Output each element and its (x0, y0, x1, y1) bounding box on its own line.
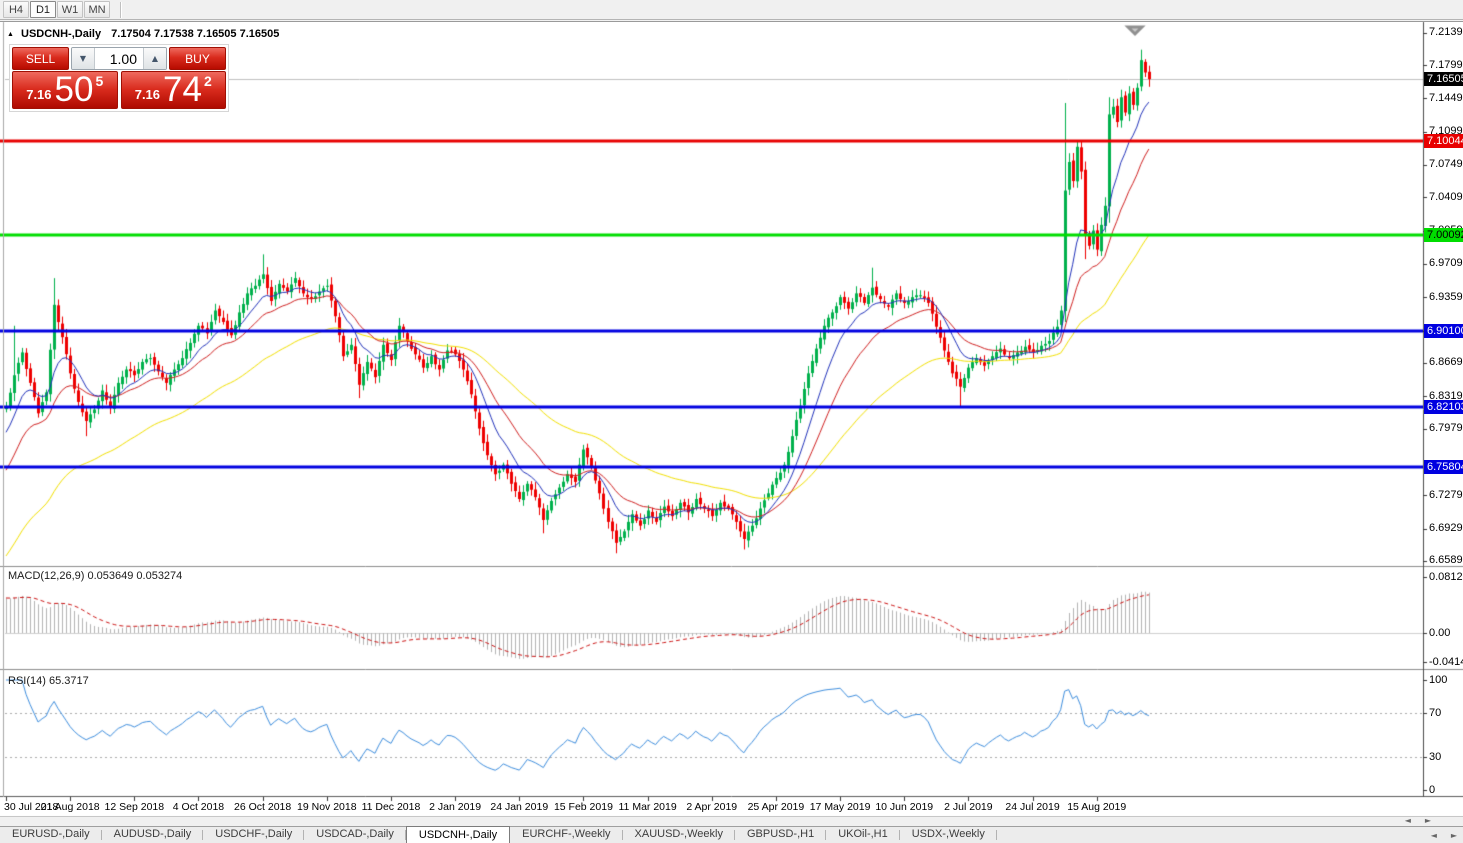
chart-tab-xauusd-weekly[interactable]: XAUUSD-,Weekly (623, 827, 736, 843)
price-axis-tick: 6.69290 (1429, 522, 1463, 535)
sell-quote-panel[interactable]: 7.16 50 5 (12, 71, 118, 109)
date-axis-label: 30 Jul 2018 (4, 801, 59, 813)
chart-tab-audusd-daily[interactable]: AUDUSD-,Daily (102, 827, 204, 843)
buy-price-sup: 2 (203, 73, 212, 89)
timeframe-button-mn[interactable]: MN (84, 1, 110, 18)
price-axis-tick: 7.17990 (1429, 58, 1463, 71)
macd-axis-zero: 0.00 (1429, 627, 1451, 639)
date-axis-label: 11 Mar 2019 (618, 801, 677, 813)
macd-axis-bottom: -0.041412 (1429, 655, 1463, 668)
date-axis-label: 17 May 2019 (809, 801, 871, 813)
date-axis-label: 24 Jul 2019 (1005, 801, 1060, 813)
date-axis-label: 15 Aug 2019 (1067, 801, 1127, 813)
horizontal-scrollbar[interactable]: ◄► (0, 816, 1463, 827)
price-axis-tick: 7.21390 (1429, 26, 1463, 39)
date-axis-label: 2 Apr 2019 (686, 801, 738, 813)
price-level-box[interactable]: 7.10044 (1424, 133, 1463, 148)
price-axis-tick: 6.83190 (1429, 389, 1463, 402)
rsi-axis-tick: 70 (1429, 706, 1442, 719)
chart-tab-usdcnh-daily[interactable]: USDCNH-,Daily (405, 826, 511, 843)
volume-decrease-button[interactable]: ▼ (72, 48, 95, 69)
buy-button[interactable]: BUY (169, 47, 226, 70)
macd-indicator-label: MACD(12,26,9) 0.053649 0.053274 (8, 570, 183, 582)
chart-tab-eurusd-daily[interactable]: EURUSD-,Daily (0, 827, 102, 843)
price-level-box[interactable]: 6.75804 (1424, 459, 1463, 474)
date-axis-label: 10 Jun 2019 (875, 801, 934, 813)
price-axis-tick: 7.14490 (1429, 91, 1463, 104)
chart-symbol-label: USDCNH-,Daily (21, 28, 102, 40)
buy-price-prefix: 7.16 (134, 87, 161, 102)
macd-axis-top: 0.081265 (1429, 571, 1463, 583)
price-axis-tick: 7.07490 (1429, 158, 1463, 171)
date-axis-label: 24 Jan 2019 (490, 801, 549, 813)
chart-tab-bar: EURUSD-,Daily AUDUSD-,Daily USDCHF-,Daily U… (0, 826, 1463, 843)
volume-input[interactable] (95, 48, 143, 69)
date-axis-label: 26 Oct 2018 (234, 801, 292, 813)
rsi-axis-tick: 0 (1429, 783, 1436, 796)
date-axis-label: 19 Nov 2018 (297, 801, 357, 813)
buy-price-big: 74 (163, 70, 202, 109)
chart-ohlc-values: 7.17504 7.17538 7.16505 7.16505 (111, 28, 280, 40)
current-price-box: 7.16505 (1424, 72, 1463, 87)
date-axis-label: 25 Apr 2019 (747, 801, 805, 813)
sell-price-big: 50 (54, 70, 94, 109)
timeframe-toolbar: H4 D1 W1 MN (0, 0, 1463, 20)
price-axis-tick: 6.72790 (1429, 488, 1463, 501)
buy-quote-panel[interactable]: 7.16 74 2 (120, 70, 226, 109)
rsi-axis-tick: 100 (1429, 673, 1448, 686)
timeframe-button-h4[interactable]: H4 (3, 1, 29, 18)
sell-price-sup: 5 (95, 73, 104, 89)
date-axis-label: 15 Feb 2019 (553, 801, 613, 813)
timeframe-button-d1[interactable]: D1 (30, 1, 56, 18)
date-axis-label: 21 Aug 2018 (40, 801, 100, 813)
rsi-axis-tick: 30 (1429, 750, 1442, 763)
scroll-right-icon[interactable]: ► (1424, 816, 1445, 825)
price-axis-tick: 6.86690 (1429, 356, 1463, 369)
chart-tab-usdcad-daily[interactable]: USDCAD-,Daily (304, 827, 406, 843)
volume-increase-button[interactable]: ▲ (143, 48, 166, 69)
price-level-box[interactable]: 6.82103 (1424, 399, 1463, 414)
price-axis-tick: 6.65890 (1429, 554, 1463, 567)
date-axis-label: 12 Sep 2018 (104, 801, 165, 813)
chart-tab-usdchf-daily[interactable]: USDCHF-,Daily (203, 827, 305, 843)
chart-tab-ukoil-h1[interactable]: UKOil-,H1 (826, 827, 900, 843)
tabbar-scroll-left-icon[interactable]: ◄ (1430, 830, 1437, 840)
price-axis-tick: 6.97090 (1429, 257, 1463, 270)
date-axis-label: 11 Dec 2018 (361, 801, 421, 813)
price-level-box[interactable]: 6.90100 (1424, 323, 1463, 338)
chart-title: ▲ USDCNH-,Daily 7.17504 7.17538 7.16505 … (7, 28, 279, 40)
toolbar-separator (120, 1, 121, 18)
timeframe-button-w1[interactable]: W1 (57, 1, 83, 18)
tabbar-scroll-right-icon[interactable]: ► (1450, 830, 1457, 840)
scroll-left-icon[interactable]: ◄ (1404, 816, 1425, 825)
date-axis-label: 2 Jan 2019 (429, 801, 482, 813)
price-axis-tick: 6.79790 (1429, 422, 1463, 435)
sell-button[interactable]: SELL (12, 47, 69, 70)
price-level-box[interactable]: 7.00092 (1424, 228, 1463, 243)
rsi-indicator-label: RSI(14) 65.3717 (8, 675, 89, 687)
chart-tab-eurchf-weekly[interactable]: EURCHF-,Weekly (510, 827, 623, 843)
sell-price-prefix: 7.16 (26, 87, 52, 102)
collapse-triangle-icon[interactable]: ▲ (7, 31, 14, 38)
chart-tab-gbpusd-h1[interactable]: GBPUSD-,H1 (735, 827, 827, 843)
volume-spinner: ▼ ▲ (71, 47, 167, 70)
date-axis-label: 2 Jul 2019 (944, 801, 993, 813)
one-click-trade-widget: SELL ▼ ▲ BUY 7.16 50 5 7.16 74 2 (9, 44, 229, 112)
price-axis-tick: 7.04090 (1429, 190, 1463, 203)
price-axis-tick: 6.93590 (1429, 290, 1463, 303)
chart-tab-usdx-weekly[interactable]: USDX-,Weekly (900, 827, 998, 843)
date-axis-label: 4 Oct 2018 (172, 801, 225, 813)
